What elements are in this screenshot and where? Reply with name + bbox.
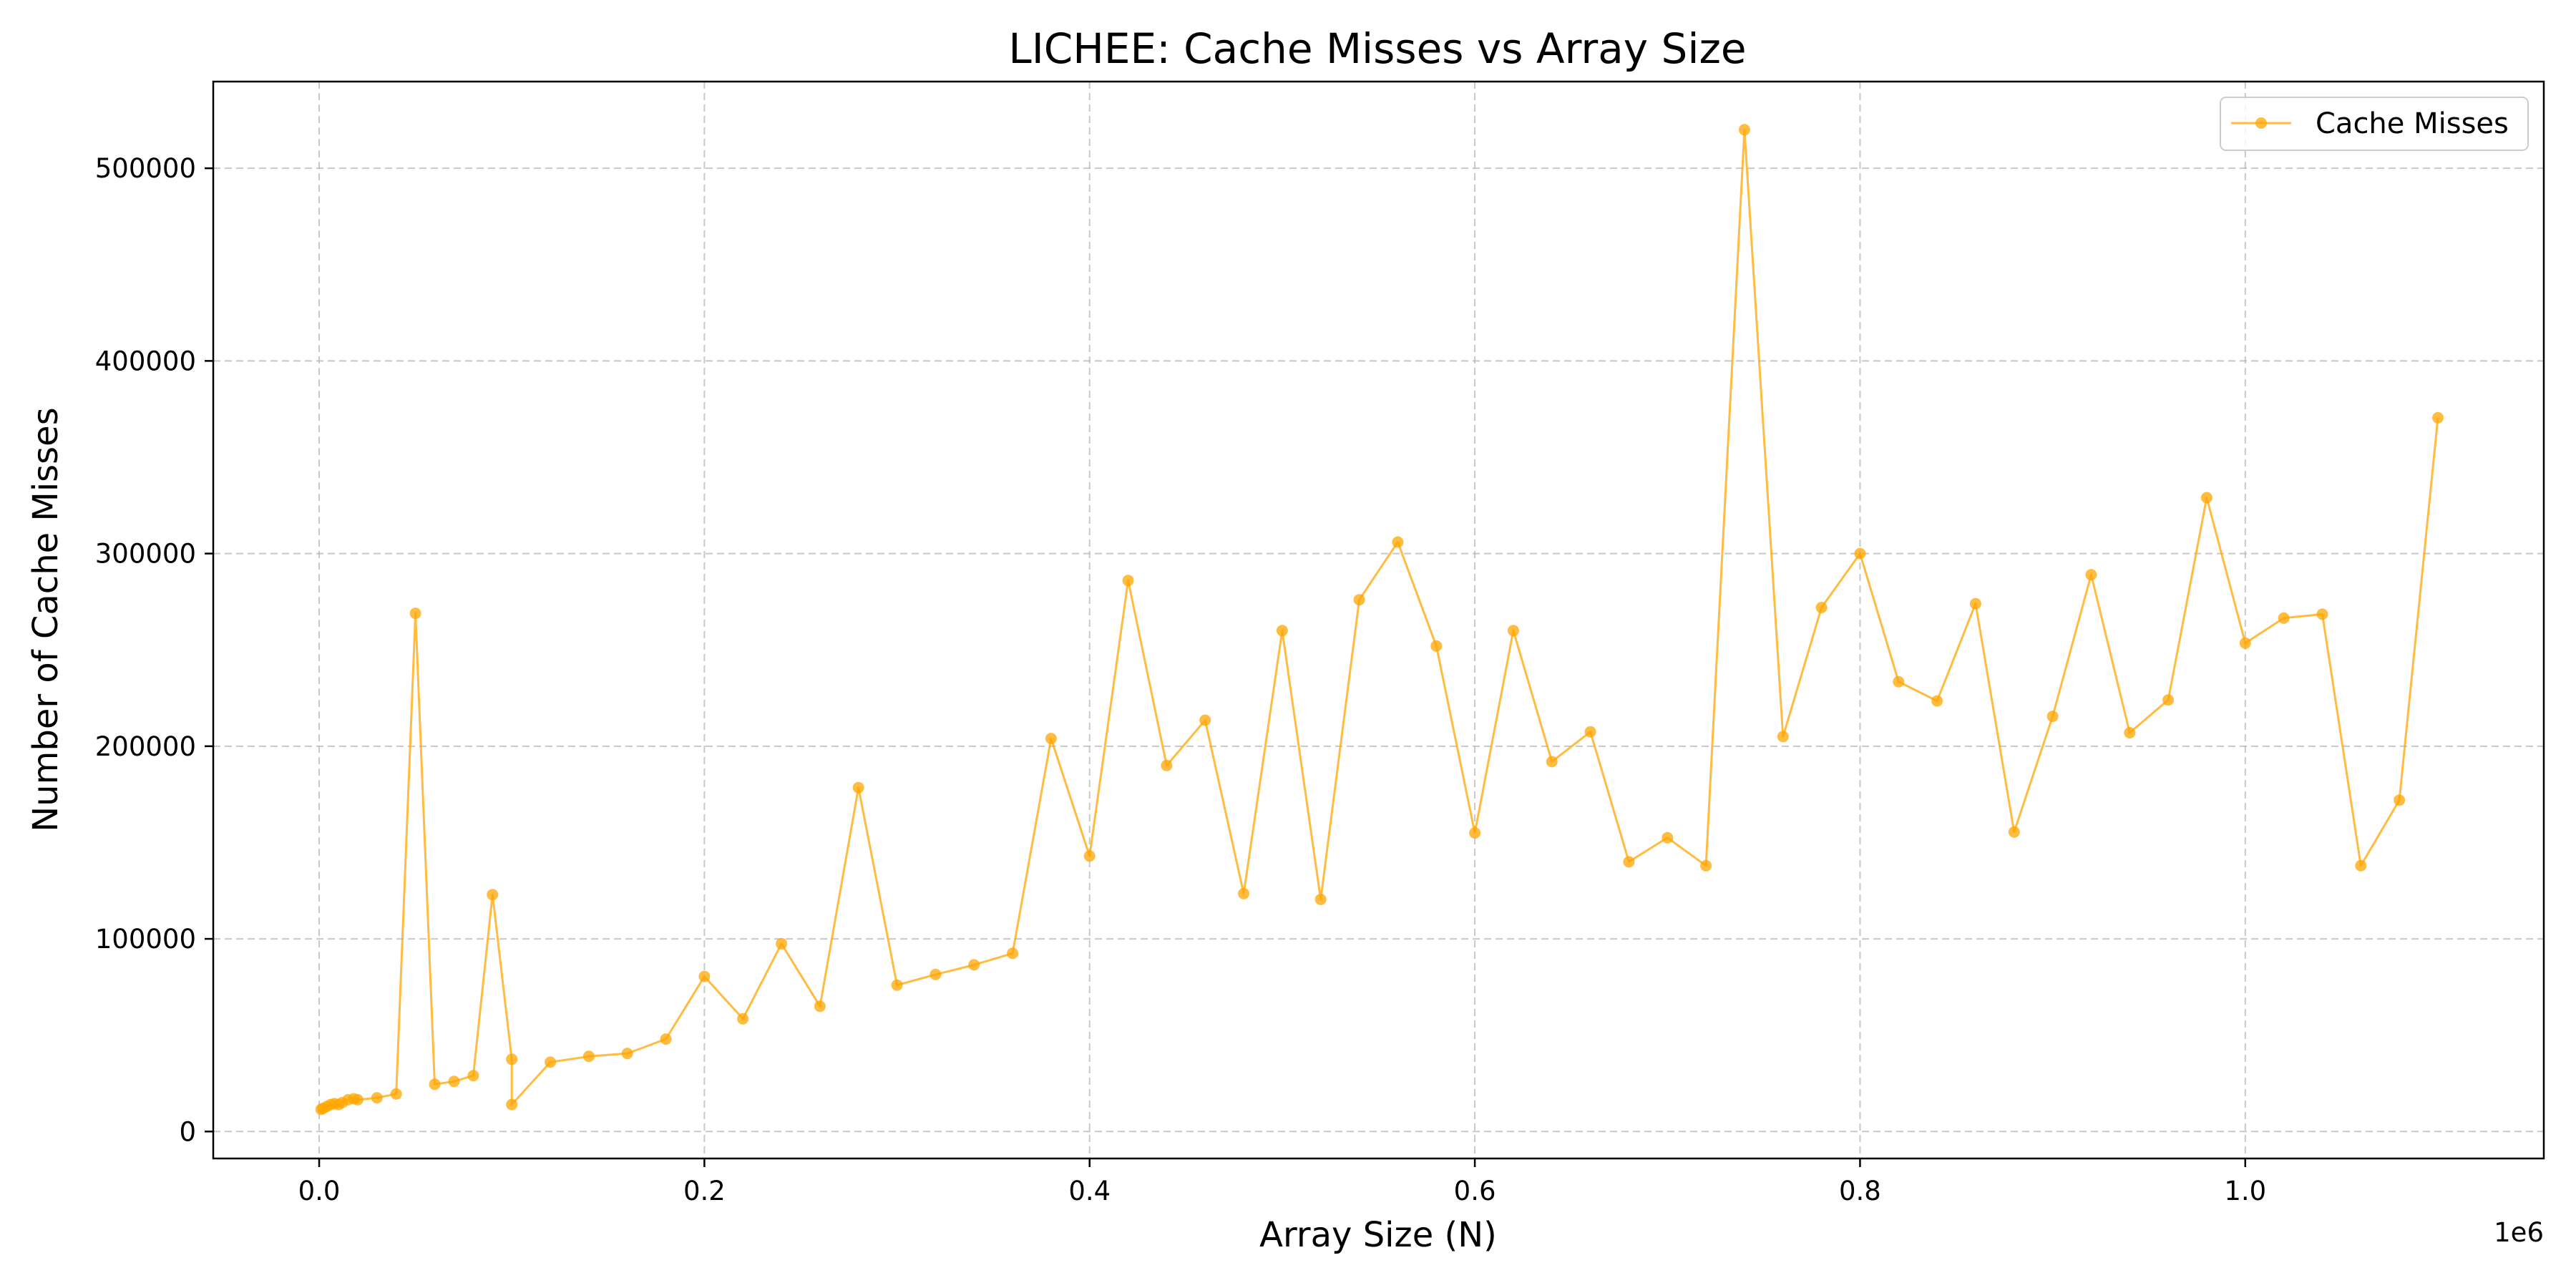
y-tick-label: 200000	[95, 731, 196, 762]
data-point	[2278, 612, 2290, 624]
data-point	[698, 970, 711, 982]
data-point	[371, 1092, 383, 1104]
data-point	[1238, 887, 1250, 899]
data-point	[390, 1088, 402, 1100]
data-point	[1469, 827, 1481, 839]
data-point	[2394, 794, 2406, 806]
y-tick-label: 500000	[95, 153, 196, 184]
data-point	[448, 1075, 460, 1088]
data-point	[2008, 826, 2020, 838]
data-point	[1931, 695, 1943, 707]
x-tick-label: 0.8	[1839, 1176, 1881, 1206]
x-tick-label: 0.2	[683, 1176, 726, 1206]
data-point	[852, 781, 864, 794]
data-point	[2046, 711, 2059, 723]
data-point	[582, 1050, 595, 1063]
chart-title: LICHEE: Cache Misses vs Array Size	[1008, 24, 1746, 73]
data-point	[409, 608, 421, 620]
data-point	[1507, 625, 1519, 637]
data-point	[737, 1013, 749, 1025]
data-point	[429, 1078, 441, 1091]
data-point	[1199, 714, 1211, 726]
data-point	[1083, 850, 1096, 862]
data-point	[1700, 859, 1712, 872]
data-point	[1777, 731, 1789, 743]
data-point	[1815, 602, 1828, 613]
data-point	[1392, 536, 1404, 548]
data-point	[1738, 124, 1750, 136]
data-point	[1969, 597, 1981, 610]
x-tick-label: 0.4	[1068, 1176, 1111, 1206]
data-point	[1122, 575, 1134, 587]
data-point	[1854, 547, 1866, 560]
y-tick-label: 300000	[95, 539, 196, 570]
data-point	[467, 1070, 479, 1082]
y-tick-label: 400000	[95, 346, 196, 376]
data-point	[2239, 637, 2251, 649]
data-point	[2162, 694, 2175, 706]
data-point	[621, 1048, 633, 1060]
data-point	[930, 968, 942, 980]
data-point	[1546, 756, 1558, 768]
data-point	[2316, 608, 2328, 620]
legend-marker-swatch	[2255, 117, 2267, 129]
y-tick-label: 0	[179, 1116, 196, 1147]
legend-label: Cache Misses	[2316, 107, 2509, 140]
plot-area-frame	[212, 80, 2545, 1160]
series-cache-misses	[315, 124, 2444, 1116]
data-point	[2432, 411, 2444, 424]
data-point	[1430, 640, 1443, 652]
data-point	[891, 979, 903, 991]
data-point	[545, 1056, 557, 1068]
data-point	[2124, 727, 2136, 738]
data-point	[1584, 726, 1596, 738]
data-point	[968, 959, 980, 971]
y-axis-label: Number of Cache Misses	[26, 407, 66, 831]
data-point	[814, 1000, 826, 1013]
x-tick-label: 0.6	[1454, 1176, 1496, 1206]
data-point	[1161, 759, 1173, 771]
data-point	[776, 937, 788, 950]
data-point	[1314, 893, 1327, 905]
legend: Cache Misses	[2220, 97, 2529, 151]
data-point	[506, 1053, 518, 1065]
data-point	[1353, 594, 1365, 606]
data-point	[660, 1033, 672, 1045]
data-point	[1276, 625, 1288, 637]
data-point	[2200, 492, 2212, 504]
legend-box	[2220, 97, 2529, 151]
data-point	[351, 1093, 364, 1106]
x-axis-offset-label: 1e6	[2494, 1217, 2544, 1248]
data-point	[2355, 859, 2367, 872]
data-point	[1893, 675, 1905, 688]
data-point	[1045, 733, 1057, 745]
data-point	[506, 1098, 518, 1111]
data-point	[2085, 569, 2097, 581]
x-tick-label: 0.0	[298, 1176, 341, 1206]
y-tick-label: 100000	[95, 924, 196, 955]
x-tick-label: 1.0	[2224, 1176, 2266, 1206]
axis-ticks: 0.0 0.2 0.4 0.6 0.8 1.0 0 100000 200000 300000 400…	[95, 153, 2266, 1206]
data-point	[1662, 831, 1674, 844]
data-point	[1007, 947, 1019, 960]
data-point	[1623, 856, 1635, 868]
data-point	[487, 889, 499, 901]
x-axis-label: Array Size (N)	[1259, 1215, 1497, 1255]
